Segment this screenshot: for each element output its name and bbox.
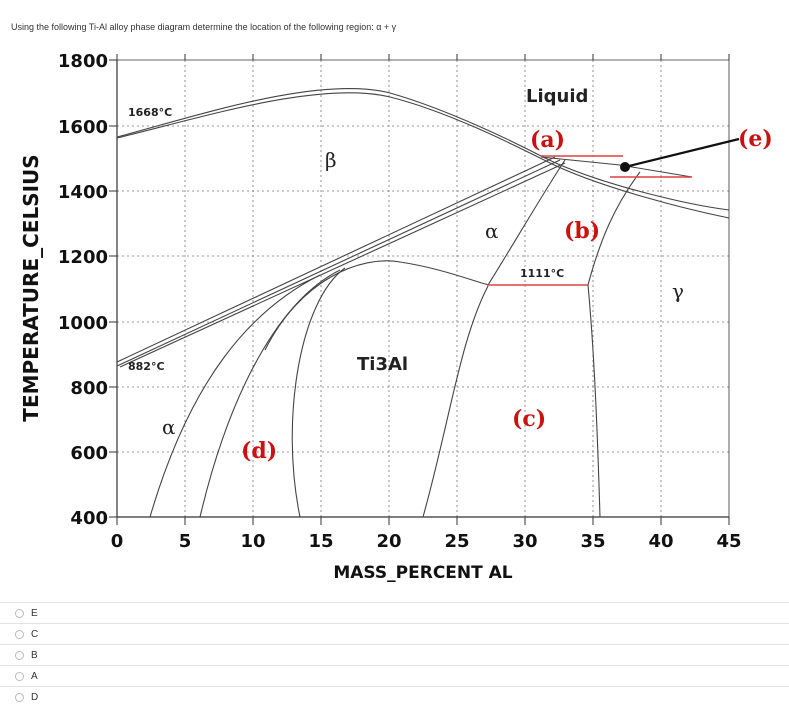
- region-label-b: (b): [564, 218, 600, 244]
- option-row[interactable]: A: [0, 665, 789, 686]
- region-label-c: (c): [512, 406, 546, 432]
- grid-lines: [117, 60, 729, 517]
- radio-button[interactable]: [15, 629, 24, 639]
- option-row[interactable]: E: [0, 602, 789, 623]
- x-tick-label: 5: [179, 531, 192, 552]
- phase-label-liquid: Liquid: [526, 86, 588, 107]
- x-axis-title: MASS_PERCENT AL: [333, 563, 512, 583]
- y-tick-label: 1400: [58, 182, 108, 203]
- y-tick-label: 600: [70, 443, 108, 464]
- option-row[interactable]: B: [0, 644, 789, 665]
- y-tick-label: 1600: [58, 117, 108, 138]
- y-tick-label: 1800: [58, 51, 108, 72]
- phase-label-alpha-low: α: [162, 415, 176, 439]
- y-tick-label: 1200: [58, 247, 108, 268]
- phase-boundaries: [116, 87, 730, 518]
- region-label-d: (d): [241, 438, 277, 464]
- y-tick-label: 800: [70, 378, 108, 399]
- y-tick-label: 1000: [58, 313, 108, 334]
- x-tick-label: 30: [512, 531, 537, 552]
- option-label: D: [31, 691, 39, 703]
- annotation-1111: 1111°C: [520, 267, 564, 280]
- y-axis-title: TEMPERATURE_CELSIUS: [19, 154, 43, 421]
- region-label-a: (a): [530, 127, 565, 153]
- question-text: Using the following Ti-Al alloy phase di…: [11, 22, 397, 32]
- x-tick-label: 35: [580, 531, 605, 552]
- phase-label-beta: β: [325, 148, 337, 172]
- axes: [109, 54, 730, 525]
- phase-label-alpha-high: α: [485, 219, 499, 243]
- answer-options: E C B A D: [0, 602, 789, 707]
- option-row[interactable]: C: [0, 623, 789, 644]
- x-tick-label: 25: [444, 531, 469, 552]
- radio-button[interactable]: [15, 608, 24, 618]
- option-label: B: [31, 649, 38, 661]
- region-e-pointer: [624, 137, 740, 169]
- phase-diagram: 1800 1600 1400 1200 1000 800 600 400 0 5…: [19, 51, 773, 583]
- annotation-882: 882°C: [128, 360, 165, 373]
- radio-button[interactable]: [15, 692, 24, 702]
- x-tick-label: 40: [648, 531, 673, 552]
- annotation-1668: 1668°C: [128, 106, 172, 119]
- option-row[interactable]: D: [0, 686, 789, 707]
- y-tick-label: 400: [70, 508, 108, 529]
- x-tick-label: 45: [716, 531, 741, 552]
- x-tick-label: 15: [308, 531, 333, 552]
- x-tick-label: 0: [111, 531, 124, 552]
- radio-button[interactable]: [15, 650, 24, 660]
- option-label: C: [31, 628, 39, 640]
- x-tick-label: 20: [376, 531, 401, 552]
- radio-button[interactable]: [15, 671, 24, 681]
- phase-label-ti3al: Ti3Al: [357, 354, 408, 375]
- phase-label-gamma: γ: [672, 279, 684, 303]
- region-label-e: (e): [738, 126, 773, 152]
- x-tick-label: 10: [240, 531, 265, 552]
- option-label: E: [31, 607, 38, 619]
- region-e-dot: [620, 162, 630, 172]
- option-label: A: [31, 670, 38, 682]
